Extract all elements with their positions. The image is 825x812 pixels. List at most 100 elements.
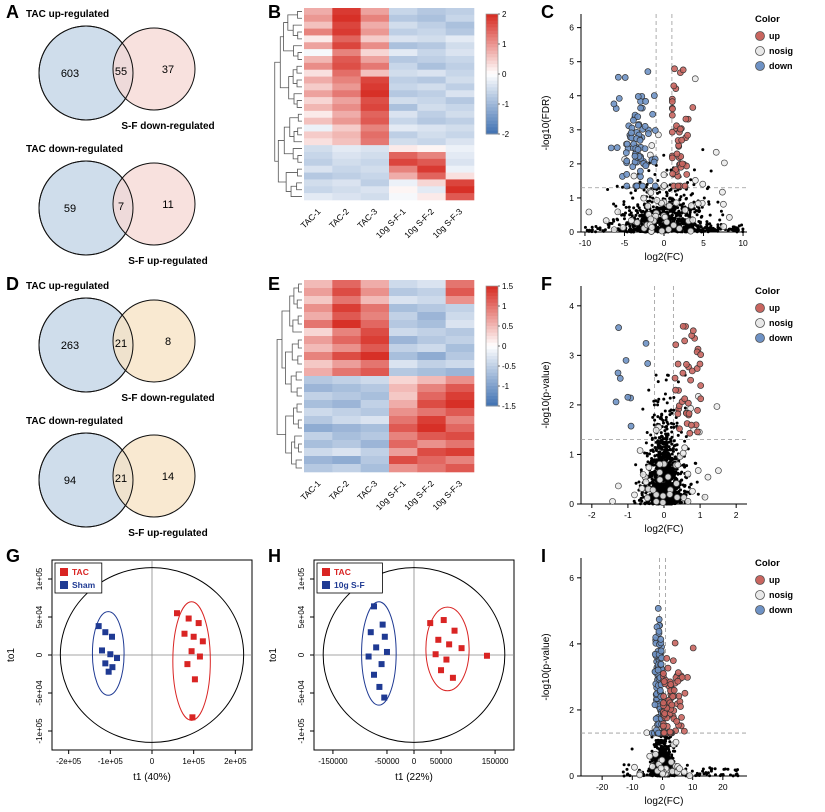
panel-label-g: G	[6, 546, 21, 566]
svg-text:-5: -5	[621, 238, 629, 248]
svg-text:TAC down-regulated: TAC down-regulated	[26, 416, 123, 427]
svg-text:up: up	[769, 303, 780, 313]
svg-text:-2e+05: -2e+05	[56, 757, 82, 766]
svg-text:0: 0	[502, 342, 507, 351]
svg-text:-1.5: -1.5	[502, 402, 516, 411]
svg-text:6: 6	[569, 573, 574, 583]
svg-text:-150000: -150000	[318, 757, 348, 766]
svg-text:1: 1	[569, 449, 574, 459]
svg-text:up: up	[769, 31, 780, 41]
venn-tac-up-vs-sf-down-2: TAC up-regulated S-F down-regulated 263 21 8	[0, 276, 262, 407]
svg-text:0: 0	[412, 757, 417, 766]
svg-text:Color: Color	[755, 14, 780, 25]
svg-text:2: 2	[502, 10, 507, 19]
heatmap-metabolite: TAC-1 TAC-2 TAC-3 10g S-F-1 10g S-F-2 10g S-F…	[262, 274, 535, 544]
svg-text:TAC down-regulated: TAC down-regulated	[26, 144, 123, 155]
svg-text:10g S-F-3: 10g S-F-3	[430, 206, 464, 240]
svg-text:-log10(p-value): -log10(p-value)	[541, 361, 552, 428]
svg-text:10: 10	[688, 782, 698, 792]
venn-tac-down-vs-sf-up-2: TAC down-regulated S-F up-regulated 94 21 14	[0, 411, 262, 542]
svg-text:1: 1	[502, 302, 507, 311]
svg-text:1: 1	[569, 193, 574, 203]
svg-text:-10: -10	[579, 238, 592, 248]
svg-text:0: 0	[662, 238, 667, 248]
svg-text:S-F down-regulated: S-F down-regulated	[121, 121, 214, 132]
svg-text:21: 21	[115, 338, 127, 350]
svg-text:0.5: 0.5	[502, 322, 514, 331]
panel-h: H -150000 -50000 0 50000 150000 -1e+05 -5e+04 0…	[262, 544, 535, 812]
svg-text:-5e+04: -5e+04	[297, 680, 306, 706]
svg-text:20: 20	[718, 782, 728, 792]
svg-text:37: 37	[162, 64, 174, 76]
svg-text:3: 3	[569, 350, 574, 360]
heatmap-protein: TAC-1 TAC-2 TAC-3 10g S-F-1 10g S-F-2 10g S-F…	[262, 2, 535, 272]
svg-text:down: down	[769, 605, 793, 615]
svg-text:603: 603	[61, 68, 79, 80]
svg-text:263: 263	[61, 340, 79, 352]
svg-text:-log10(FDR): -log10(FDR)	[541, 95, 552, 150]
svg-text:5: 5	[701, 238, 706, 248]
svg-text:0: 0	[569, 499, 574, 509]
svg-text:Color: Color	[755, 558, 780, 569]
svg-text:10g S-F: 10g S-F	[334, 580, 365, 590]
svg-text:0: 0	[297, 652, 306, 657]
svg-text:down: down	[769, 61, 793, 71]
svg-text:14: 14	[162, 471, 174, 483]
svg-text:to1: to1	[268, 648, 279, 662]
svg-text:0: 0	[662, 510, 667, 520]
svg-text:-20: -20	[596, 782, 609, 792]
panel-g: G -2e+05 -1e+05 0 1e+05 2e+05 -1e+05 -5e+04 0 5e…	[0, 544, 262, 812]
volcano-pvalue: -2 -1 0 1 2 0 1 2 3 4 log2(FC) -log10(p-value) Color…	[535, 274, 825, 544]
svg-text:-50000: -50000	[375, 757, 400, 766]
svg-text:1.5: 1.5	[502, 282, 514, 291]
svg-text:2: 2	[734, 510, 739, 520]
svg-text:-10: -10	[626, 782, 639, 792]
svg-text:150000: 150000	[482, 757, 509, 766]
svg-text:2: 2	[569, 159, 574, 169]
svg-text:5e+04: 5e+04	[35, 605, 44, 628]
svg-text:8: 8	[165, 336, 171, 348]
svg-text:nosig: nosig	[769, 590, 793, 600]
svg-text:21: 21	[115, 473, 127, 485]
svg-text:TAC-3: TAC-3	[355, 478, 379, 502]
svg-text:0: 0	[569, 771, 574, 781]
panel-label-i: I	[541, 546, 547, 566]
svg-text:6: 6	[569, 23, 574, 33]
svg-text:-1: -1	[502, 100, 510, 109]
svg-text:2: 2	[569, 400, 574, 410]
svg-text:log2(FC): log2(FC)	[645, 524, 684, 535]
svg-text:S-F up-regulated: S-F up-regulated	[128, 528, 207, 539]
svg-text:-log10(p-value): -log10(p-value)	[541, 633, 552, 700]
svg-text:5: 5	[569, 57, 574, 67]
svg-text:TAC-1: TAC-1	[299, 206, 323, 230]
svg-text:t1 (40%): t1 (40%)	[133, 772, 171, 783]
svg-text:5e+04: 5e+04	[297, 605, 306, 628]
svg-text:TAC: TAC	[334, 567, 351, 577]
opls-scores-tac-sham: -2e+05 -1e+05 0 1e+05 2e+05 -1e+05 -5e+04 0 5e+0…	[2, 552, 262, 812]
panel-a: A TAC up-regulated S-F down-regulated 603 5…	[0, 0, 262, 272]
svg-text:11: 11	[162, 199, 173, 211]
svg-text:4: 4	[569, 301, 574, 311]
venn-tac-down-vs-sf-up: TAC down-regulated S-F up-regulated 59 7 11	[0, 139, 262, 270]
svg-text:-1: -1	[502, 382, 510, 391]
svg-text:7: 7	[118, 201, 124, 213]
svg-text:-5e+04: -5e+04	[35, 680, 44, 706]
svg-text:-2: -2	[588, 510, 596, 520]
svg-text:1: 1	[698, 510, 703, 520]
svg-text:TAC up-regulated: TAC up-regulated	[26, 9, 109, 20]
svg-text:0: 0	[569, 227, 574, 237]
panel-label-e: E	[268, 274, 281, 294]
panel-label-c: C	[541, 2, 554, 22]
panel-label-f: F	[541, 274, 552, 294]
svg-text:log2(FC): log2(FC)	[645, 796, 684, 807]
svg-text:10g S-F-3: 10g S-F-3	[430, 478, 464, 512]
svg-text:Sham: Sham	[72, 580, 96, 590]
svg-text:94: 94	[64, 475, 76, 487]
svg-text:TAC-2: TAC-2	[327, 206, 351, 230]
panel-label-a: A	[6, 2, 19, 22]
opls-scores-tac-sf: -150000 -50000 0 50000 150000 -1e+05 -5e+04 0 5e…	[264, 552, 535, 812]
svg-text:10g S-F-2: 10g S-F-2	[402, 206, 436, 240]
svg-text:TAC-2: TAC-2	[327, 478, 351, 502]
svg-text:down: down	[769, 333, 793, 343]
svg-text:55: 55	[115, 66, 127, 78]
